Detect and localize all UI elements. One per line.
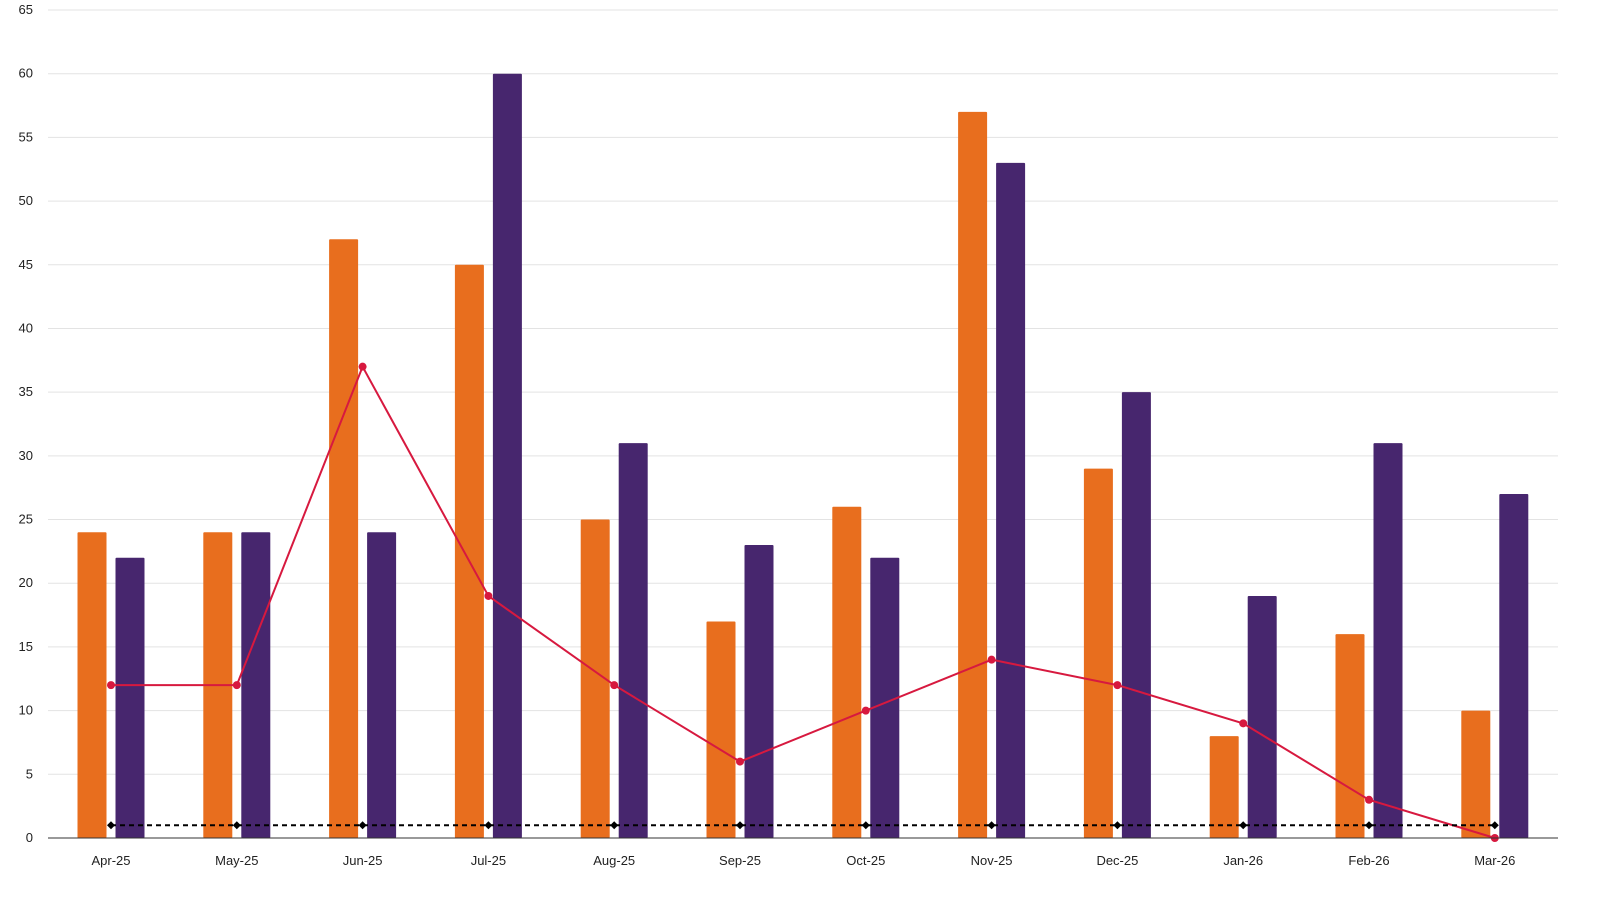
line-point (1113, 681, 1122, 690)
bar (706, 621, 736, 838)
x-tick-label: Jun-25 (343, 853, 383, 868)
line-point (107, 821, 115, 830)
bar (1247, 595, 1277, 838)
line-point (610, 681, 619, 690)
y-tick-label: 30 (19, 448, 33, 463)
line-point (358, 362, 367, 371)
y-tick-label: 65 (19, 2, 33, 17)
y-tick-label: 60 (19, 66, 33, 81)
bar (832, 506, 862, 838)
bar (1083, 468, 1113, 838)
bar (329, 239, 359, 839)
bar (367, 532, 397, 838)
bar (1499, 494, 1529, 838)
bar (1121, 392, 1151, 838)
line-point (484, 591, 493, 600)
bar (77, 532, 107, 838)
line-point (610, 821, 619, 830)
x-axis-ticks: Apr-25 May-25 Jun-25 Jul-25 Aug-25 Sep-25 Oct-… (91, 853, 1515, 868)
line-point (232, 821, 241, 830)
bar (115, 557, 145, 838)
x-tick-label: Oct-25 (846, 853, 885, 868)
line-point (1113, 821, 1122, 830)
y-tick-label: 5 (26, 766, 33, 781)
line-point (1490, 821, 1499, 830)
line-point (484, 821, 493, 830)
x-tick-label: Mar-26 (1474, 853, 1515, 868)
y-tick-label: 20 (19, 575, 33, 590)
gridlines (48, 9, 1558, 775)
y-tick-label: 45 (19, 257, 33, 272)
bar (1461, 710, 1491, 838)
bar (870, 557, 900, 838)
bar (454, 264, 484, 838)
series-line (111, 364, 1496, 839)
lines (107, 362, 1499, 842)
bar (241, 532, 271, 838)
bar (958, 111, 988, 838)
x-tick-label: Aug-25 (593, 853, 635, 868)
x-tick-label: Jul-25 (471, 853, 506, 868)
x-tick-label: Sep-25 (719, 853, 761, 868)
line-point (861, 706, 870, 715)
y-tick-label: 0 (26, 830, 33, 845)
line-point (861, 821, 870, 830)
y-tick-label: 40 (19, 320, 33, 335)
y-axis-ticks: 0 5 10 15 20 25 30 35 40 45 50 55 60 65 (19, 2, 33, 845)
line-point (987, 821, 996, 830)
bar (1335, 634, 1365, 838)
x-tick-label: Jan-26 (1223, 853, 1263, 868)
x-tick-label: May-25 (215, 853, 258, 868)
y-tick-label: 10 (19, 703, 33, 718)
y-tick-label: 35 (19, 384, 33, 399)
bar (580, 519, 610, 838)
x-tick-label: Apr-25 (91, 853, 130, 868)
line-point (736, 821, 744, 830)
bar (492, 73, 522, 838)
line-point (358, 821, 367, 830)
line-point (232, 681, 241, 690)
bar (1373, 443, 1403, 838)
y-tick-label: 25 (19, 512, 33, 527)
bars (77, 73, 1529, 839)
bar (744, 545, 774, 838)
line-point (987, 655, 996, 664)
line-point (736, 757, 744, 766)
line-point (1239, 719, 1248, 728)
y-tick-label: 15 (19, 639, 33, 654)
line-point (1365, 821, 1373, 830)
bar (618, 443, 648, 838)
x-tick-label: Dec-25 (1096, 853, 1138, 868)
bar (1209, 736, 1239, 838)
line-point (107, 681, 115, 690)
bar (996, 162, 1026, 838)
x-tick-label: Nov-25 (971, 853, 1013, 868)
y-tick-label: 50 (19, 193, 33, 208)
line-point (1239, 821, 1248, 830)
y-tick-label: 55 (19, 129, 33, 144)
line-point (1365, 795, 1373, 804)
x-tick-label: Feb-26 (1348, 853, 1389, 868)
